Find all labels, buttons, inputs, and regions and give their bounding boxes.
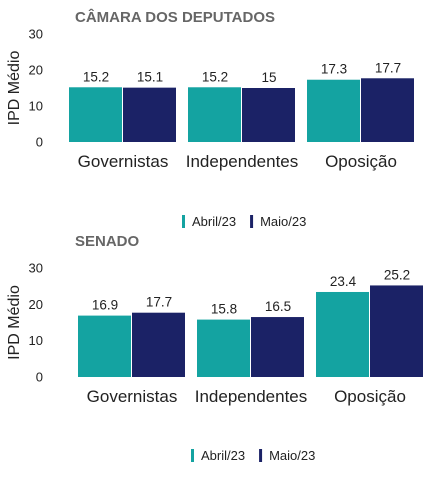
data-label: 15.1 (137, 70, 163, 85)
y-tick-label: 30 (29, 261, 43, 276)
category-label: Oposição (325, 152, 397, 171)
legend-label: Maio/23 (269, 448, 315, 463)
category-label: Governistas (78, 152, 169, 171)
bar (251, 317, 304, 377)
legend-label: Maio/23 (260, 214, 306, 229)
data-label: 15.8 (211, 302, 237, 317)
legend-swatch (182, 215, 185, 228)
bar (197, 319, 250, 377)
chart-title: CÂMARA DOS DEPUTADOS (75, 8, 275, 26)
category-label: Governistas (87, 387, 178, 406)
legend-swatch (250, 215, 254, 228)
bar (69, 87, 122, 142)
bar (123, 87, 176, 142)
y-tick-label: 10 (29, 99, 43, 114)
legend-label: Abril/23 (201, 448, 245, 463)
y-tick-label: 20 (29, 63, 43, 78)
y-tick-label: 10 (29, 333, 43, 348)
camara-chart-panel: CÂMARA DOS DEPUTADOS IPD Médio 0 10 20 30 15.2… (6, 8, 414, 229)
legend-swatch (191, 449, 194, 462)
bar (307, 79, 360, 142)
y-tick-label: 0 (36, 135, 43, 150)
senado-chart-panel: SENADO IPD Médio 0 10 20 30 16.9 17.7 Governista… (6, 233, 423, 463)
y-axis-label: IPD Médio (6, 285, 23, 360)
data-label: 16.9 (92, 298, 118, 313)
category-label: Independentes (186, 152, 299, 171)
y-tick-label: 20 (29, 297, 43, 312)
category-label: Independentes (195, 387, 308, 406)
bar (188, 87, 241, 142)
bar (132, 312, 185, 377)
data-label: 17.3 (321, 62, 347, 77)
y-tick-label: 0 (36, 370, 43, 385)
chart-title: SENADO (75, 233, 140, 250)
data-label: 17.7 (375, 60, 401, 75)
category-label: Oposição (334, 387, 406, 406)
data-label: 16.5 (265, 299, 291, 314)
legend-swatch (259, 449, 263, 462)
data-label: 15.2 (202, 69, 228, 84)
bar (370, 285, 423, 377)
bar (78, 315, 131, 377)
data-label: 15 (261, 70, 276, 85)
legend-label: Abril/23 (192, 214, 236, 229)
bar (316, 291, 369, 377)
data-label: 15.2 (83, 69, 109, 84)
y-tick-label: 30 (29, 27, 43, 42)
data-label: 17.7 (146, 295, 172, 310)
bar (242, 88, 295, 142)
data-label: 25.2 (384, 267, 410, 282)
data-label: 23.4 (330, 274, 357, 289)
y-axis-label: IPD Médio (6, 51, 23, 126)
bar (361, 78, 414, 142)
